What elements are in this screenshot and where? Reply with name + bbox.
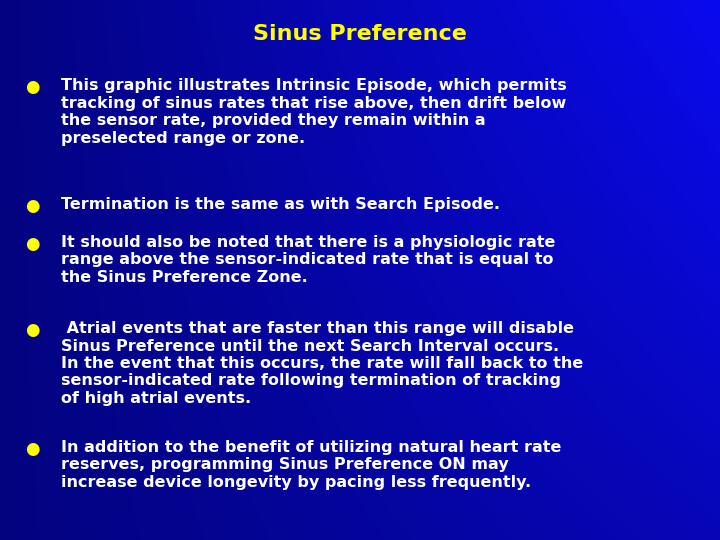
Text: Sinus Preference: Sinus Preference — [253, 24, 467, 44]
Text: This graphic illustrates Intrinsic Episode, which permits
tracking of sinus rate: This graphic illustrates Intrinsic Episo… — [61, 78, 567, 145]
Text: It should also be noted that there is a physiologic rate
range above the sensor-: It should also be noted that there is a … — [61, 235, 556, 285]
Text: ●: ● — [25, 235, 40, 253]
Text: In addition to the benefit of utilizing natural heart rate
reserves, programming: In addition to the benefit of utilizing … — [61, 440, 562, 490]
Text: ●: ● — [25, 78, 40, 96]
Text: Atrial events that are faster than this range will disable
Sinus Preference unti: Atrial events that are faster than this … — [61, 321, 583, 406]
Text: Termination is the same as with Search Episode.: Termination is the same as with Search E… — [61, 197, 500, 212]
Text: ●: ● — [25, 197, 40, 215]
Text: ●: ● — [25, 440, 40, 458]
Text: ●: ● — [25, 321, 40, 339]
